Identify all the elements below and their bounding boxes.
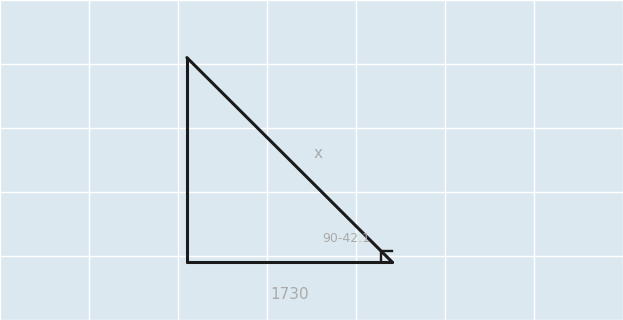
Text: x: x	[313, 146, 322, 161]
Text: 90-42.1: 90-42.1	[323, 232, 371, 245]
Text: 1730: 1730	[270, 287, 309, 302]
